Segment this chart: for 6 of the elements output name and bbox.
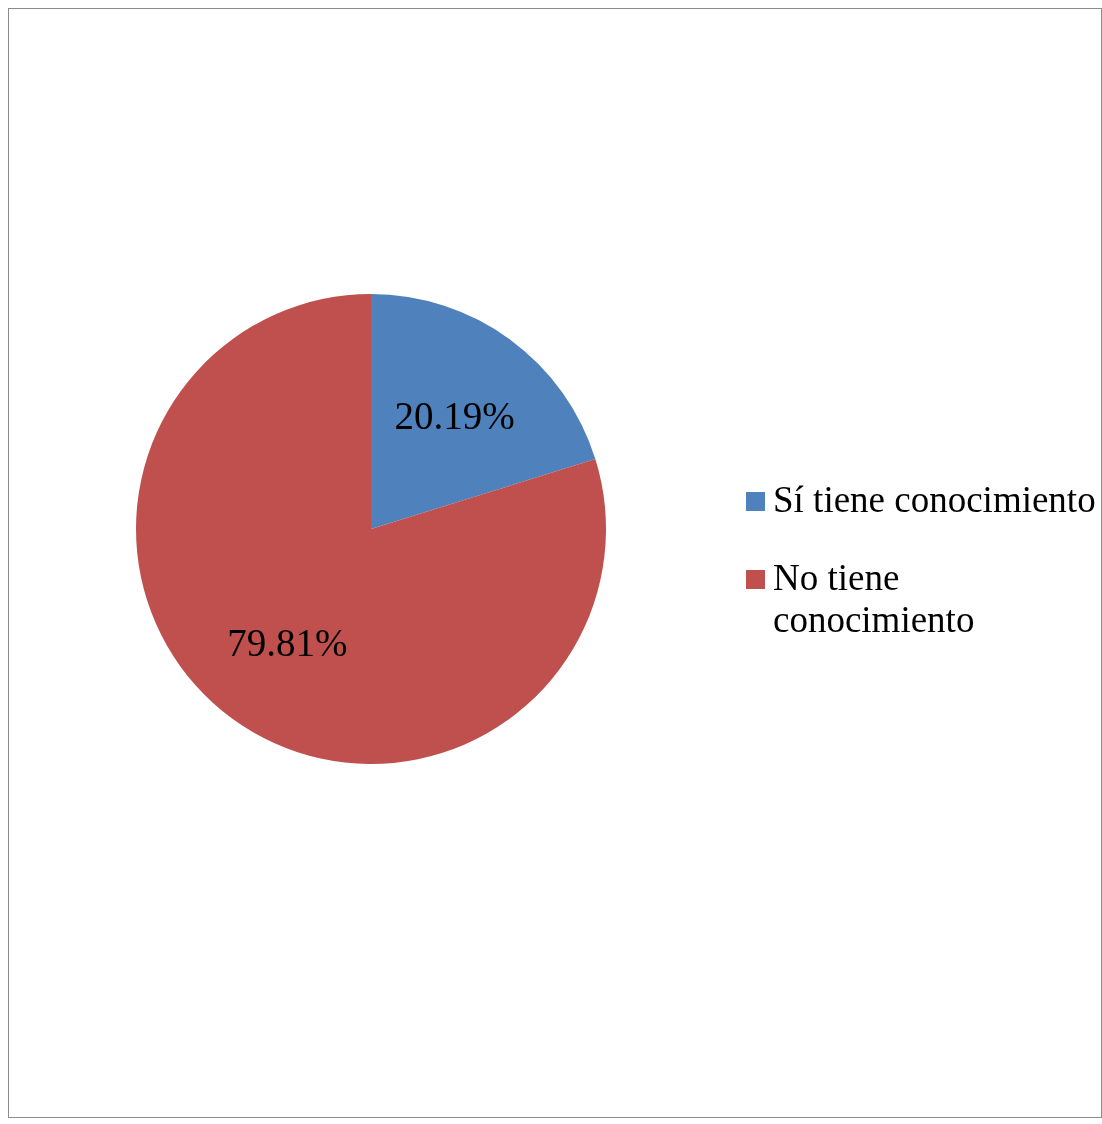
data-label: 79.81% — [227, 621, 348, 665]
pie-slice — [371, 294, 596, 529]
pie-slice — [136, 294, 606, 764]
legend-label: Sí tiene conocimiento — [773, 479, 1097, 521]
legend-label: No tiene conocimiento — [773, 557, 976, 641]
data-label: 20.19% — [394, 393, 515, 437]
